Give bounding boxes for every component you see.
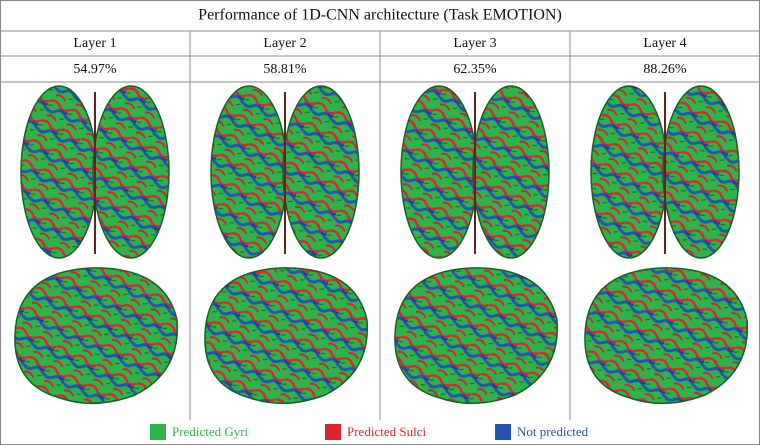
layer-label: Layer 4 bbox=[643, 36, 686, 51]
lateral-brain bbox=[585, 268, 747, 403]
left-hemisphere bbox=[21, 86, 97, 258]
right-hemisphere bbox=[663, 86, 739, 258]
brain-top-view bbox=[211, 86, 359, 258]
brain-side-view bbox=[585, 268, 747, 403]
lateral-brain bbox=[205, 268, 367, 403]
figure-title: Performance of 1D-CNN architecture (Task… bbox=[198, 7, 562, 24]
brain-side-view bbox=[205, 268, 367, 403]
legend-swatch bbox=[325, 424, 341, 440]
accuracy: 88.26% bbox=[643, 62, 687, 77]
brain-top-view bbox=[401, 86, 549, 258]
accuracy: 54.97% bbox=[73, 62, 117, 77]
columns: Layer 1 54.97% Layer 2 58.81% Layer 3 62.35% L… bbox=[15, 31, 747, 420]
lateral-brain bbox=[15, 268, 177, 403]
legend-label: Predicted Sulci bbox=[347, 424, 426, 439]
lateral-brain bbox=[395, 268, 557, 403]
right-hemisphere bbox=[283, 86, 359, 258]
left-hemisphere bbox=[591, 86, 667, 258]
brain-top-view bbox=[591, 86, 739, 258]
legend-label: Not predicted bbox=[517, 424, 589, 439]
left-hemisphere bbox=[401, 86, 477, 258]
right-hemisphere bbox=[93, 86, 169, 258]
legend-swatch bbox=[150, 424, 166, 440]
legend: Predicted Gyri Predicted Sulci Not predict… bbox=[150, 424, 589, 440]
brain-side-view bbox=[395, 268, 557, 403]
accuracy: 58.81% bbox=[263, 62, 307, 77]
accuracy: 62.35% bbox=[453, 62, 497, 77]
right-hemisphere bbox=[473, 86, 549, 258]
brain-side-view bbox=[15, 268, 177, 403]
layer-label: Layer 3 bbox=[453, 36, 496, 51]
layer-label: Layer 2 bbox=[263, 36, 306, 51]
legend-label: Predicted Gyri bbox=[172, 424, 249, 439]
left-hemisphere bbox=[211, 86, 287, 258]
brain-top-view bbox=[21, 86, 169, 258]
figure: Performance of 1D-CNN architecture (Task… bbox=[0, 0, 760, 445]
layer-label: Layer 1 bbox=[73, 36, 116, 51]
legend-swatch bbox=[495, 424, 511, 440]
